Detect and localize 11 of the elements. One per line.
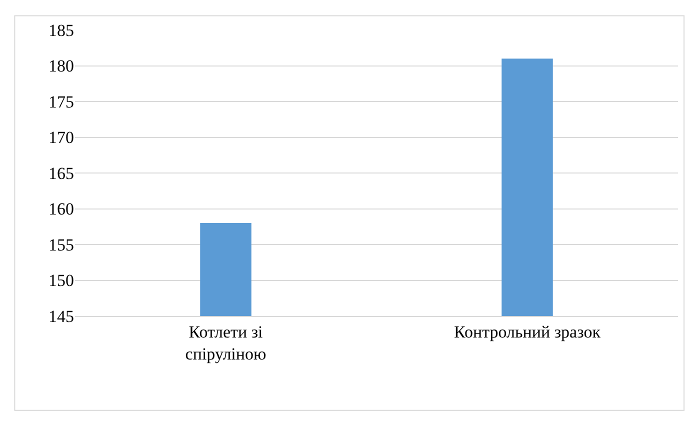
- y-tick-label: 165: [48, 164, 74, 183]
- y-tick-label: 145: [48, 306, 74, 326]
- x-tick-label: Контрольний зразок: [454, 322, 602, 342]
- x-tick-label: Котлети зі спіруліною: [185, 322, 266, 364]
- y-tick-label: 150: [48, 271, 74, 290]
- y-tick-label: 160: [48, 200, 74, 219]
- y-tick-label: 180: [48, 56, 74, 76]
- y-tick-label: 185: [48, 20, 74, 40]
- y-tick-label: 170: [48, 128, 74, 148]
- y-tick-label: 155: [48, 235, 74, 254]
- y-tick-label: 175: [48, 92, 74, 112]
